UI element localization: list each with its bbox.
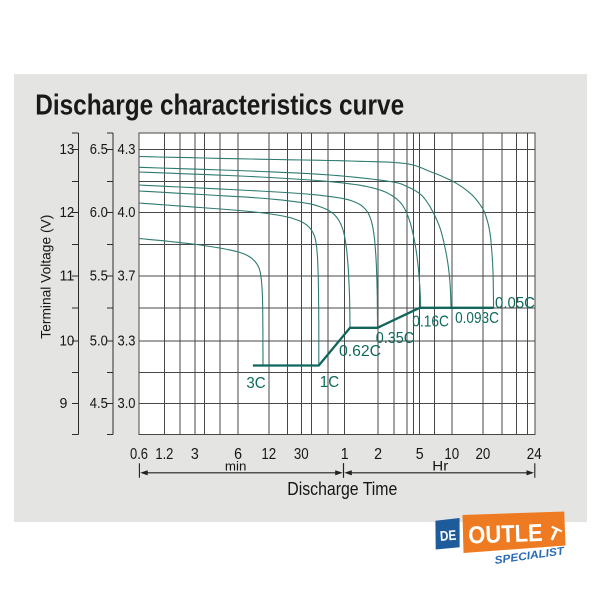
- svg-text:4.0: 4.0: [118, 204, 136, 221]
- svg-text:10: 10: [60, 332, 75, 349]
- svg-text:0.35C: 0.35C: [376, 330, 415, 347]
- svg-text:0.093C: 0.093C: [455, 310, 499, 327]
- svg-text:30: 30: [294, 446, 309, 463]
- svg-text:6.0: 6.0: [90, 204, 108, 221]
- svg-text:3.3: 3.3: [118, 332, 136, 349]
- svg-text:6: 6: [234, 446, 242, 463]
- svg-text:0.6: 0.6: [130, 446, 148, 463]
- svg-text:20: 20: [476, 446, 491, 463]
- svg-text:4.5: 4.5: [90, 395, 108, 412]
- svg-text:5.5: 5.5: [90, 268, 108, 285]
- svg-text:min: min: [225, 459, 247, 474]
- svg-text:3C: 3C: [246, 375, 265, 392]
- svg-text:0.05C: 0.05C: [495, 295, 535, 312]
- svg-text:DE: DE: [439, 527, 456, 544]
- svg-text:6.5: 6.5: [90, 141, 108, 158]
- svg-text:Discharge Time: Discharge Time: [287, 478, 397, 499]
- svg-text:11: 11: [60, 268, 75, 285]
- svg-text:3: 3: [191, 446, 199, 463]
- svg-text:9: 9: [60, 395, 68, 412]
- svg-text:13: 13: [60, 141, 75, 158]
- svg-text:3.0: 3.0: [118, 395, 136, 412]
- svg-text:1C: 1C: [320, 374, 339, 391]
- svg-text:3.7: 3.7: [118, 268, 136, 285]
- svg-text:0.62C: 0.62C: [339, 343, 381, 360]
- svg-text:1.2: 1.2: [155, 446, 173, 463]
- svg-text:24: 24: [527, 446, 542, 463]
- svg-text:Hr: Hr: [432, 458, 448, 474]
- svg-text:Discharge characteristics curv: Discharge characteristics curve: [35, 89, 404, 121]
- svg-text:12: 12: [60, 204, 75, 221]
- svg-text:1: 1: [341, 446, 349, 463]
- svg-text:5: 5: [416, 446, 424, 463]
- svg-text:12: 12: [261, 446, 276, 463]
- svg-text:10: 10: [444, 446, 459, 463]
- svg-text:OUTLE: OUTLE: [468, 520, 543, 550]
- svg-text:5.0: 5.0: [90, 332, 108, 349]
- svg-text:0.16C: 0.16C: [412, 314, 449, 331]
- svg-text:4.3: 4.3: [118, 141, 136, 158]
- svg-text:2: 2: [374, 446, 382, 463]
- svg-text:Terminal Voltage (V): Terminal Voltage (V): [37, 215, 53, 339]
